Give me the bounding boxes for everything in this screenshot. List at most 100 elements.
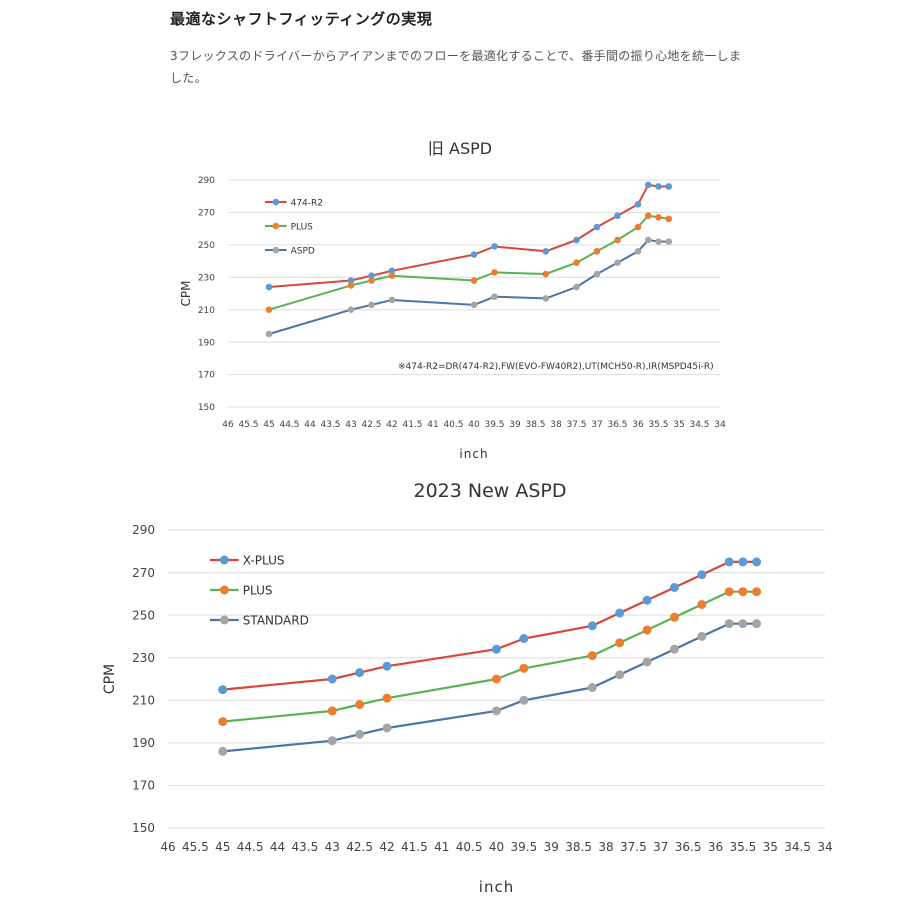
data-point (697, 631, 707, 641)
legend-marker (272, 222, 280, 230)
x-tick-label: 41 (427, 420, 438, 430)
x-tick-label: 42.5 (361, 420, 381, 430)
data-point (265, 283, 273, 291)
data-point (491, 293, 498, 301)
data-point (634, 248, 642, 255)
y-tick-label: 210 (198, 306, 215, 316)
x-tick-label: 37 (653, 840, 668, 854)
legend-label: X-PLUS (243, 554, 285, 568)
data-point (738, 587, 748, 597)
x-tick-label: 41.5 (401, 840, 428, 854)
data-point (218, 717, 228, 727)
x-tick-label: 35 (763, 840, 778, 854)
data-point (355, 729, 365, 739)
data-point (519, 663, 529, 673)
data-point (644, 212, 652, 219)
data-point (642, 657, 652, 667)
legend-label: PLUS (243, 584, 273, 598)
x-tick-label: 41 (434, 840, 449, 854)
x-tick-label: 43.5 (320, 420, 340, 430)
data-point (724, 557, 734, 567)
data-point (644, 181, 652, 189)
data-point (491, 269, 498, 276)
x-tick-label: 41.5 (402, 420, 422, 430)
x-tick-label: 46 (222, 420, 234, 430)
y-tick-label: 270 (132, 566, 155, 580)
data-point (669, 644, 679, 654)
data-point (593, 223, 601, 231)
data-point (470, 301, 478, 309)
data-point (642, 595, 652, 605)
x-tick-label: 40 (468, 420, 480, 430)
data-point (642, 625, 652, 635)
y-tick-label: 290 (132, 523, 155, 537)
x-tick-label: 34 (817, 840, 832, 854)
x-tick-label: 36.5 (675, 840, 702, 854)
data-point (355, 700, 365, 710)
x-tick-label: 34.5 (784, 840, 811, 854)
data-point (492, 644, 501, 654)
x-tick-label: 43 (325, 840, 340, 854)
x-axis-label: inch (459, 447, 488, 461)
data-point (470, 277, 478, 284)
data-point (752, 619, 762, 629)
data-point (542, 270, 550, 278)
legend-marker (272, 246, 280, 254)
legend-label: 474-R2 (291, 198, 323, 208)
x-tick-label: 42 (379, 840, 394, 854)
data-point (388, 296, 396, 304)
x-tick-label: 45 (215, 840, 230, 854)
data-point (542, 295, 550, 302)
x-tick-label: 46 (160, 840, 175, 854)
y-tick-label: 250 (132, 608, 155, 622)
data-point (587, 683, 597, 693)
x-tick-label: 42.5 (346, 840, 373, 854)
data-point (347, 282, 355, 289)
x-tick-label: 40.5 (456, 840, 483, 854)
data-point (655, 238, 662, 245)
data-point (368, 272, 375, 279)
data-point (738, 557, 748, 567)
x-tick-label: 34 (714, 420, 726, 430)
series-line (222, 590, 757, 723)
data-point (542, 248, 550, 255)
data-point (655, 183, 662, 190)
x-tick-label: 43.5 (292, 840, 319, 854)
data-point (697, 570, 707, 580)
x-tick-label: 37 (591, 420, 602, 430)
data-point (634, 201, 642, 208)
data-point (492, 674, 501, 684)
data-point (752, 587, 762, 597)
chart-annotation: ※474-R2=DR(474-R2),FW(EVO-FW40R2),UT(MCH… (398, 362, 714, 372)
data-point (614, 259, 621, 266)
data-point (665, 238, 673, 245)
x-tick-label: 38 (598, 840, 613, 854)
chart-2-title: 2023 New ASPD (413, 480, 567, 502)
data-point (593, 248, 601, 255)
data-point (573, 259, 580, 266)
legend-marker (219, 555, 229, 565)
data-point (519, 634, 529, 644)
y-tick-label: 230 (132, 651, 155, 665)
data-point (327, 736, 337, 746)
series-line (268, 214, 669, 311)
x-tick-label: 43 (345, 420, 356, 430)
x-tick-label: 44.5 (237, 840, 264, 854)
data-point (614, 236, 621, 244)
data-point (724, 619, 734, 629)
x-axis-label: inch (479, 878, 514, 896)
data-point (265, 330, 273, 338)
data-point (587, 651, 597, 661)
data-point (665, 215, 673, 223)
series-line (222, 560, 757, 691)
y-tick-label: 190 (132, 736, 155, 750)
data-point (665, 183, 673, 190)
x-tick-label: 36 (708, 840, 723, 854)
data-point (368, 277, 375, 284)
y-axis-label: CPM (179, 281, 193, 307)
data-point (655, 213, 662, 221)
data-point (327, 674, 337, 684)
data-point (347, 306, 355, 314)
data-point (587, 621, 597, 631)
data-point (382, 723, 392, 733)
